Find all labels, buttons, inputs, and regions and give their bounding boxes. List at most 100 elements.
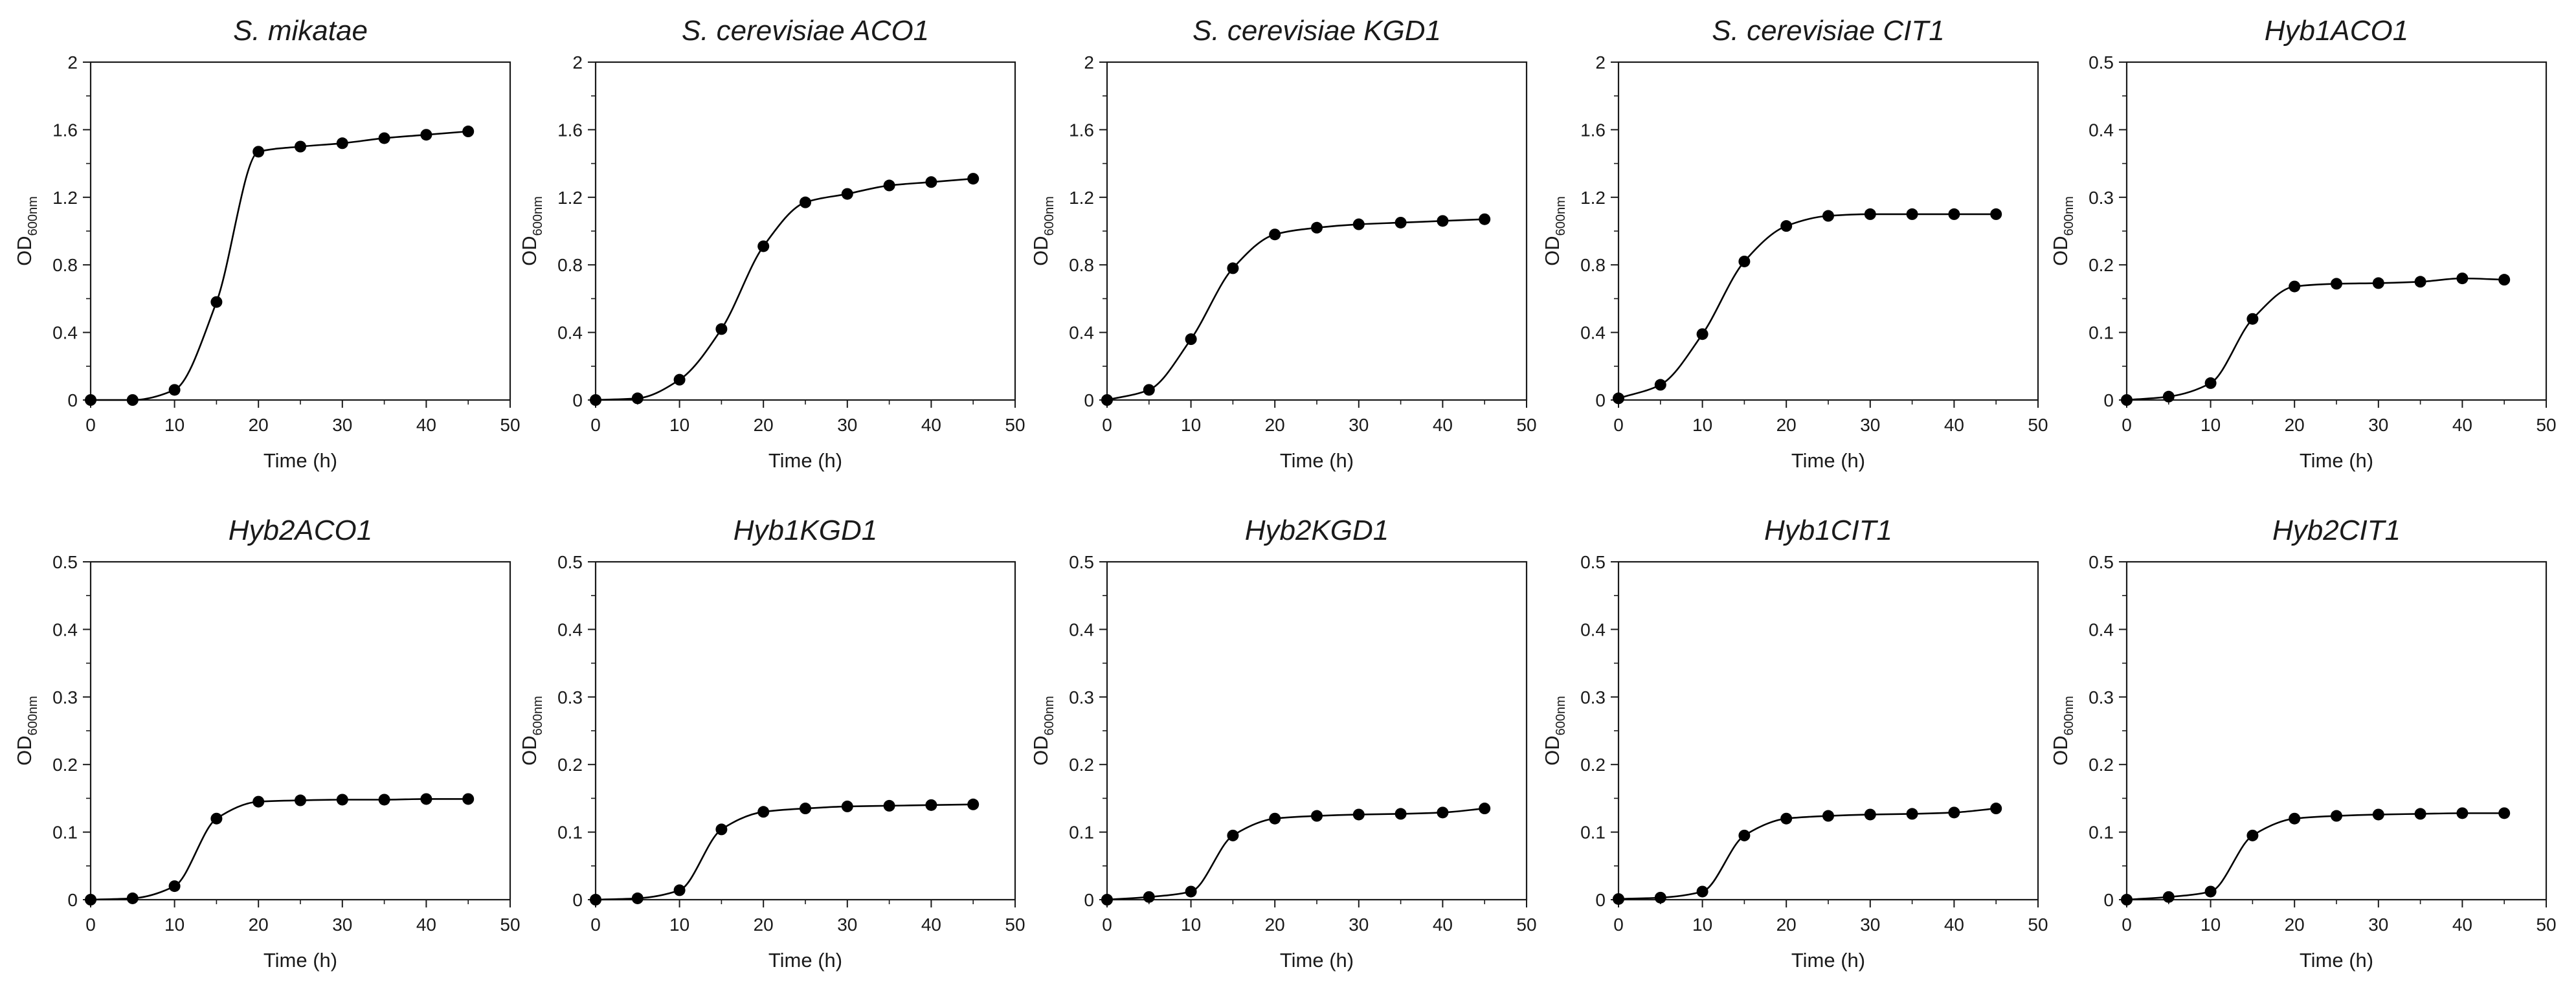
data-point [1613,893,1624,905]
data-point [925,176,937,188]
data-point [2456,807,2469,819]
data-point [1185,333,1197,346]
x-axis-label: Time (h) [2300,949,2373,972]
data-point [1311,810,1323,822]
y-tick-label: 0.2 [1580,755,1606,775]
growth-curve-line [2126,812,2505,901]
data-point [883,179,895,192]
x-tick-label: 50 [2028,415,2048,435]
y-axis-label-subscript: 600nm [26,696,40,735]
data-point [210,296,223,308]
x-tick-label: 30 [1860,415,1880,435]
chart-panel: Hyb1KGD1 0 0.1 0.2 0.3 0.4 0.5 0 10 20 30 40 50 Time … [518,515,1025,972]
data-point [1738,255,1751,267]
y-tick-label: 0.4 [1069,323,1094,343]
data-point [336,794,348,806]
y-tick-label: 0.3 [557,687,583,707]
y-tick-label: 1.2 [52,188,78,208]
x-tick-label: 40 [416,915,436,935]
x-tick-label: 40 [921,915,941,935]
y-tick-label: 0.3 [2089,687,2114,707]
y-axis-label-subscript: 600nm [1554,696,1568,735]
data-point [841,188,853,200]
x-tick-label: 0 [590,915,601,935]
y-tick-label: 0.3 [1069,687,1094,707]
y-axis-label-subscript: 600nm [1042,196,1057,236]
data-point [590,394,601,406]
data-point [1437,806,1449,819]
data-point [883,799,895,812]
y-tick-label: 0.8 [1069,255,1094,275]
data-point [1990,803,2002,815]
data-point [800,803,811,815]
data-point [2289,280,2301,293]
x-tick-label: 40 [1944,415,1964,435]
x-tick-label: 40 [1433,415,1453,435]
data-point [2372,808,2384,821]
data-point [2414,276,2426,288]
y-axis-label: OD600nm [518,196,545,266]
y-tick-label: 0 [2103,890,2114,910]
x-tick-label: 10 [1692,915,1712,935]
x-tick-label: 10 [164,915,185,935]
y-axis-label-main: OD [13,236,36,266]
y-tick-label: 1.2 [557,188,583,208]
y-tick-label: 0.8 [52,255,78,275]
data-point [1143,891,1155,903]
y-axis-label-subscript: 600nm [26,196,40,236]
growth-curve-line [1618,807,1997,900]
data-point [841,800,853,812]
y-axis-label: OD600nm [1029,196,1057,266]
y-axis-label: OD600nm [518,696,545,766]
data-point [210,812,223,825]
growth-curve-line [91,130,469,401]
x-tick-label: 20 [2285,415,2305,435]
y-tick-label: 0.1 [2089,823,2114,843]
plot-frame [1617,561,2039,901]
data-point [673,884,686,896]
x-tick-label: 20 [754,415,774,435]
x-tick-label: 50 [2536,915,2556,935]
y-tick-label: 1.6 [1580,120,1606,140]
y-tick-label: 0 [1595,390,1606,410]
data-point [2246,313,2259,325]
x-axis-label: Time (h) [768,949,842,972]
y-tick-label: 0.4 [52,323,78,343]
data-point [631,392,644,405]
data-point [1906,808,1918,820]
x-tick-label: 50 [2536,415,2556,435]
plot-frame [1106,561,1528,901]
data-point [2121,394,2133,406]
plot-frame [89,61,511,401]
x-tick-label: 20 [1265,415,1285,435]
y-tick-label: 0.2 [2089,755,2114,775]
x-tick-label: 10 [1692,415,1712,435]
data-point [2498,807,2511,819]
x-tick-label: 0 [590,415,601,435]
y-axis-label: OD600nm [1541,696,1568,766]
y-axis-label-main: OD [2049,236,2072,266]
data-point [378,132,390,144]
data-point [2289,812,2301,825]
y-tick-label: 1.6 [1069,120,1094,140]
data-point [1780,220,1793,232]
data-point [1479,213,1491,225]
x-tick-label: 30 [2368,415,2388,435]
y-tick-label: 0 [2103,390,2114,410]
x-tick-label: 10 [669,915,689,935]
data-point [168,384,181,396]
data-point [1269,228,1281,241]
x-tick-label: 40 [2452,915,2472,935]
plot-frame [2125,61,2548,401]
data-point [1864,208,1876,220]
data-point [925,799,937,811]
y-tick-label: 0.3 [2089,188,2114,208]
y-tick-label: 0.8 [1580,255,1606,275]
data-point [1143,384,1155,396]
y-axis-label-subscript: 600nm [1554,196,1568,236]
y-axis-label-main: OD [518,236,541,266]
x-tick-label: 50 [1005,415,1025,435]
y-axis-label-main: OD [1541,236,1563,266]
